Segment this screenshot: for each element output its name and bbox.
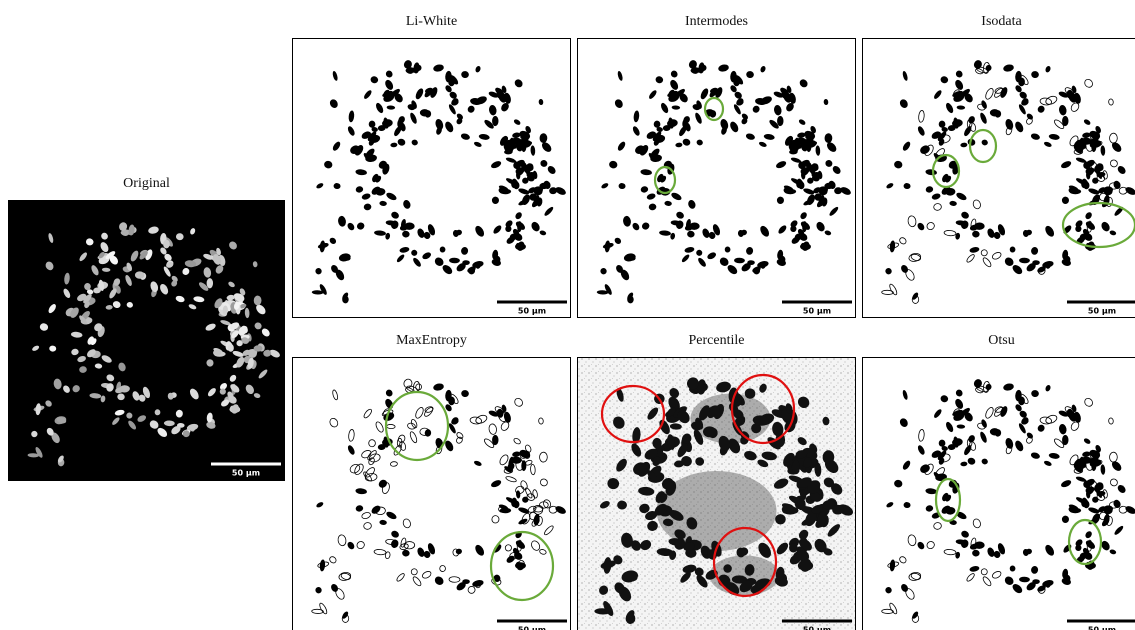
panel-title: Intermodes (685, 14, 748, 29)
scale-label: 50 μm (803, 626, 831, 630)
image-panel: 50 μm (862, 357, 1135, 630)
scale-label: 50 μm (1088, 307, 1116, 316)
image-panel: 50 μm (577, 357, 880, 630)
panel-title: Otsu (988, 333, 1014, 348)
image-panel: 50 μm (292, 357, 571, 630)
figure: Original 50 μm Li-White 50 μm Intermodes 50 μ… (0, 0, 1135, 630)
scale-label: 50 μm (803, 307, 831, 316)
image-panel: 50 μm (577, 38, 879, 318)
scale-label: 50 μm (518, 626, 546, 630)
panel-title: Original (123, 176, 170, 191)
panel-title: MaxEntropy (396, 333, 467, 348)
image-panel: 50 μm (862, 38, 1135, 318)
scale-label: 50 μm (1088, 626, 1116, 630)
image-panel: 50 μm (292, 38, 594, 318)
scale-label: 50 μm (232, 469, 260, 478)
scale-label: 50 μm (518, 307, 546, 316)
nucleus (207, 278, 213, 288)
nucleus (777, 116, 783, 126)
nucleus (492, 116, 498, 126)
image-panel: 50 μm (8, 200, 308, 481)
page: Original 50 μm Li-White 50 μm Intermodes 50 μ… (0, 0, 1135, 630)
panel-title: Isodata (981, 14, 1022, 29)
panel-title: Percentile (689, 333, 745, 348)
panel-title: Li-White (406, 14, 457, 29)
